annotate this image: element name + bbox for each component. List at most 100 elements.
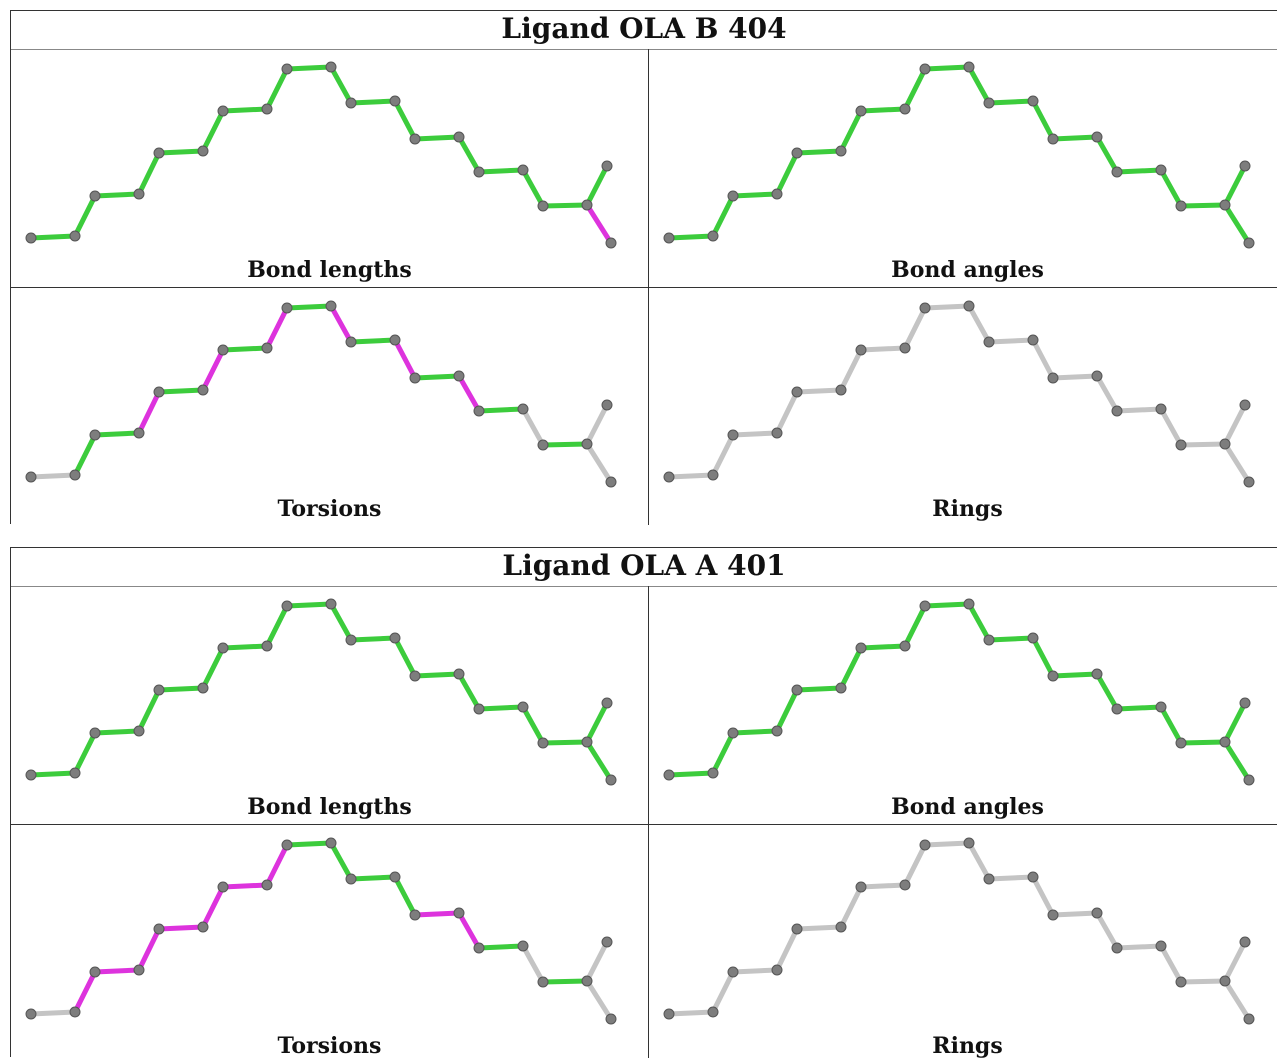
atom [727, 966, 739, 978]
atom [1047, 133, 1059, 145]
atom [727, 190, 739, 202]
bond [710, 969, 736, 1015]
atom [919, 600, 931, 612]
bond [392, 98, 418, 142]
bond [584, 163, 610, 208]
bond [858, 106, 908, 114]
atom [197, 921, 209, 933]
molecule-cell: Bond lengths [11, 586, 648, 824]
bond [456, 910, 482, 951]
atom [771, 725, 783, 737]
atom [345, 873, 357, 885]
bond [584, 441, 614, 485]
cell-label: Rings [932, 496, 1003, 522]
atom [1155, 403, 1167, 415]
atom [473, 942, 485, 954]
bond [1030, 98, 1056, 142]
bond [540, 739, 590, 746]
bond [284, 303, 334, 311]
atom [389, 334, 401, 346]
atom [727, 429, 739, 441]
bond [730, 191, 780, 199]
bond [1178, 739, 1228, 746]
molecule-diagram [25, 837, 617, 1025]
bond [1030, 874, 1056, 918]
bond [348, 98, 398, 106]
bond [476, 406, 526, 414]
bond [264, 842, 290, 888]
bond [156, 685, 206, 693]
bond [730, 728, 780, 736]
bond [220, 106, 270, 114]
molecule-cell: Bond angles [649, 586, 1277, 824]
bond [92, 430, 142, 438]
atom [25, 1008, 37, 1020]
bond [476, 167, 526, 175]
atom [89, 429, 101, 441]
atom [581, 736, 593, 748]
atom [517, 940, 529, 952]
bond [392, 635, 418, 679]
atom [537, 976, 549, 988]
atom [835, 145, 847, 157]
atom [197, 384, 209, 396]
bond [838, 645, 864, 691]
atom [601, 160, 613, 172]
atom [261, 879, 273, 891]
atom [727, 727, 739, 739]
bond [456, 134, 482, 175]
atom [791, 147, 803, 159]
bond [200, 347, 226, 393]
atom [1243, 1013, 1255, 1025]
bond [922, 601, 972, 609]
atom [1091, 668, 1103, 680]
atom [89, 727, 101, 739]
bond [966, 840, 992, 882]
atom [153, 386, 165, 398]
bond [1094, 134, 1120, 175]
grid-divider-horizontal [11, 287, 1277, 288]
bond [1158, 167, 1184, 209]
bond [1030, 337, 1056, 381]
atom [771, 427, 783, 439]
bond [966, 303, 992, 345]
atom [133, 725, 145, 737]
atom [663, 471, 675, 483]
atom [1091, 907, 1103, 919]
bond [584, 202, 614, 246]
bond [1050, 910, 1100, 918]
atom [983, 336, 995, 348]
atom [409, 133, 421, 145]
atom [69, 1006, 81, 1018]
bond [412, 671, 462, 679]
bond [902, 842, 928, 888]
bond [666, 1009, 716, 1017]
atom [389, 871, 401, 883]
bond [666, 233, 716, 241]
atom [133, 427, 145, 439]
atom [983, 634, 995, 646]
atom [855, 105, 867, 117]
atom [1091, 131, 1103, 143]
bond [774, 687, 800, 734]
atom [963, 598, 975, 610]
bond [284, 840, 334, 848]
grid-divider-horizontal [11, 824, 1277, 825]
atom [281, 302, 293, 314]
bond [710, 432, 736, 478]
bond [838, 108, 864, 154]
bond [730, 430, 780, 438]
atom [605, 774, 617, 786]
bond [986, 98, 1036, 106]
bond [348, 635, 398, 643]
atom [601, 697, 613, 709]
atom [261, 103, 273, 115]
atom [855, 344, 867, 356]
bond [328, 840, 354, 882]
atom [25, 769, 37, 781]
atom [771, 964, 783, 976]
bond [392, 337, 418, 381]
atom [217, 105, 229, 117]
bond [584, 978, 614, 1022]
atom [963, 300, 975, 312]
